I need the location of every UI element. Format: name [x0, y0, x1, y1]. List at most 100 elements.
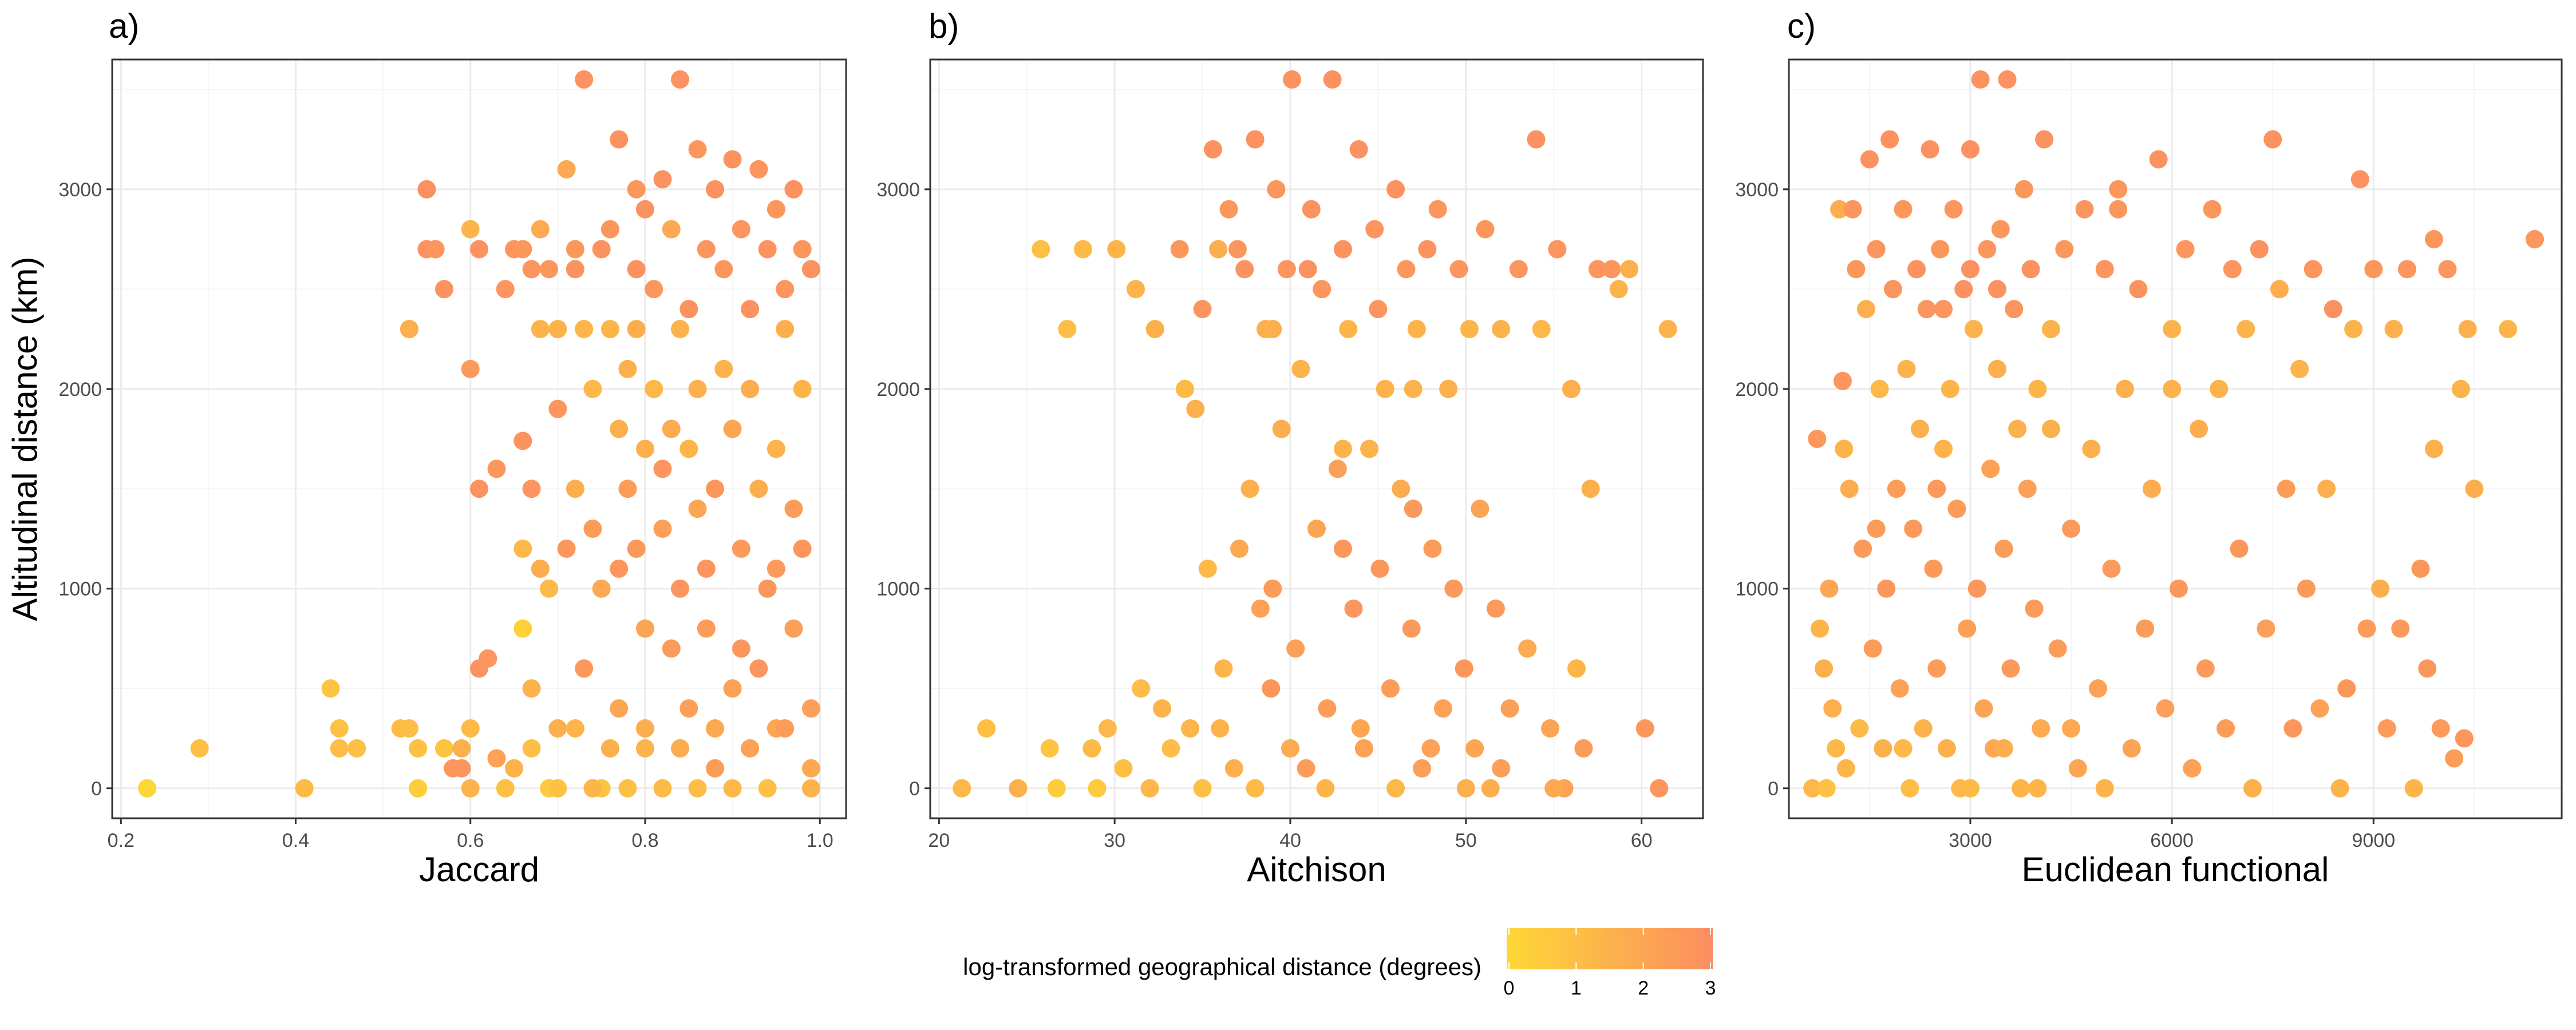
data-point	[2243, 779, 2262, 798]
data-point	[679, 439, 698, 458]
data-point	[610, 699, 629, 718]
data-point	[1009, 779, 1028, 798]
data-point	[2324, 300, 2342, 319]
data-point	[714, 359, 733, 378]
y-tick-label: 0	[91, 778, 102, 800]
legend-tick-label: 3	[1705, 977, 1716, 999]
data-point	[1877, 579, 1896, 598]
panel-a: a) 0.2 0.4 0.6 0.8 1.0 0 1000 2000 3000 Jaccard…	[6, 7, 847, 889]
data-point	[461, 719, 480, 738]
data-point	[1914, 719, 1933, 738]
data-point	[2001, 659, 2020, 678]
data-point	[2350, 170, 2369, 189]
data-point	[1471, 500, 1490, 518]
panel-b-grid	[930, 60, 1703, 818]
data-point	[1988, 280, 2006, 299]
data-point	[347, 739, 366, 758]
data-point	[1817, 779, 1836, 798]
data-point	[138, 779, 157, 798]
x-tick-label: 30	[1104, 830, 1125, 851]
data-point	[635, 439, 654, 458]
data-point	[321, 679, 340, 698]
data-point	[496, 280, 515, 299]
data-point	[1439, 379, 1458, 398]
data-point	[2122, 739, 2141, 758]
data-point	[2290, 359, 2309, 378]
data-point	[1910, 419, 1929, 438]
data-point	[1874, 739, 1893, 758]
data-point	[635, 739, 654, 758]
data-point	[2384, 320, 2403, 339]
data-point	[2018, 480, 2037, 498]
data-point	[627, 260, 646, 279]
data-point	[461, 359, 480, 378]
data-point	[522, 260, 541, 279]
data-point	[1994, 539, 2013, 558]
data-point	[1193, 779, 1212, 798]
legend-ticks: 0 1 2 3	[1504, 928, 1716, 999]
data-point	[1281, 739, 1299, 758]
data-point	[767, 439, 785, 458]
panel-b-points	[953, 70, 1677, 798]
data-point	[758, 579, 777, 598]
data-point	[688, 140, 707, 159]
data-point	[1917, 300, 1936, 319]
data-point	[653, 520, 672, 538]
data-point	[2203, 200, 2222, 219]
data-point	[1235, 260, 1254, 279]
panel-b-x-axis-title: Aitchison	[1247, 850, 1386, 889]
data-point	[635, 200, 654, 219]
data-point	[2391, 619, 2410, 638]
data-point	[671, 579, 690, 598]
data-point	[1602, 260, 1621, 279]
data-point	[1958, 619, 1977, 638]
data-point	[1934, 300, 1953, 319]
data-point	[1203, 140, 1222, 159]
data-point	[784, 619, 803, 638]
data-point	[2062, 719, 2081, 738]
data-point	[461, 779, 480, 798]
data-point	[557, 539, 576, 558]
data-point	[566, 260, 584, 279]
y-tick-label: 3000	[1735, 179, 1779, 201]
data-point	[1635, 719, 1654, 738]
data-point	[434, 280, 453, 299]
data-point	[2129, 280, 2148, 299]
data-point	[566, 240, 584, 259]
data-point	[2082, 439, 2101, 458]
data-point	[2163, 379, 2182, 398]
data-point	[400, 320, 418, 339]
data-point	[1897, 359, 1916, 378]
data-point	[1263, 579, 1282, 598]
data-point	[1246, 779, 1265, 798]
data-point	[1413, 759, 1432, 778]
data-point	[1927, 659, 1946, 678]
data-point	[1894, 200, 1913, 219]
data-point	[1328, 459, 1347, 478]
data-point	[2012, 779, 2030, 798]
data-point	[1476, 220, 1495, 239]
data-point	[653, 459, 672, 478]
data-point	[1947, 500, 1966, 518]
data-point	[2210, 379, 2229, 398]
data-point	[470, 240, 488, 259]
data-point	[566, 719, 584, 738]
data-point	[1907, 260, 1926, 279]
data-point	[600, 739, 619, 758]
data-point	[2136, 619, 2155, 638]
data-point	[1833, 371, 1852, 390]
data-point	[1492, 759, 1511, 778]
data-point	[1186, 399, 1205, 418]
data-point	[1145, 320, 1164, 339]
data-point	[1887, 480, 1906, 498]
data-point	[2411, 559, 2430, 578]
data-point	[1365, 220, 1384, 239]
data-point	[1854, 539, 1872, 558]
data-point	[2196, 659, 2215, 678]
data-point	[767, 200, 785, 219]
data-point	[1994, 739, 2013, 758]
data-point	[600, 320, 619, 339]
data-point	[1132, 679, 1151, 698]
data-point	[741, 300, 760, 319]
data-point	[1544, 779, 1563, 798]
